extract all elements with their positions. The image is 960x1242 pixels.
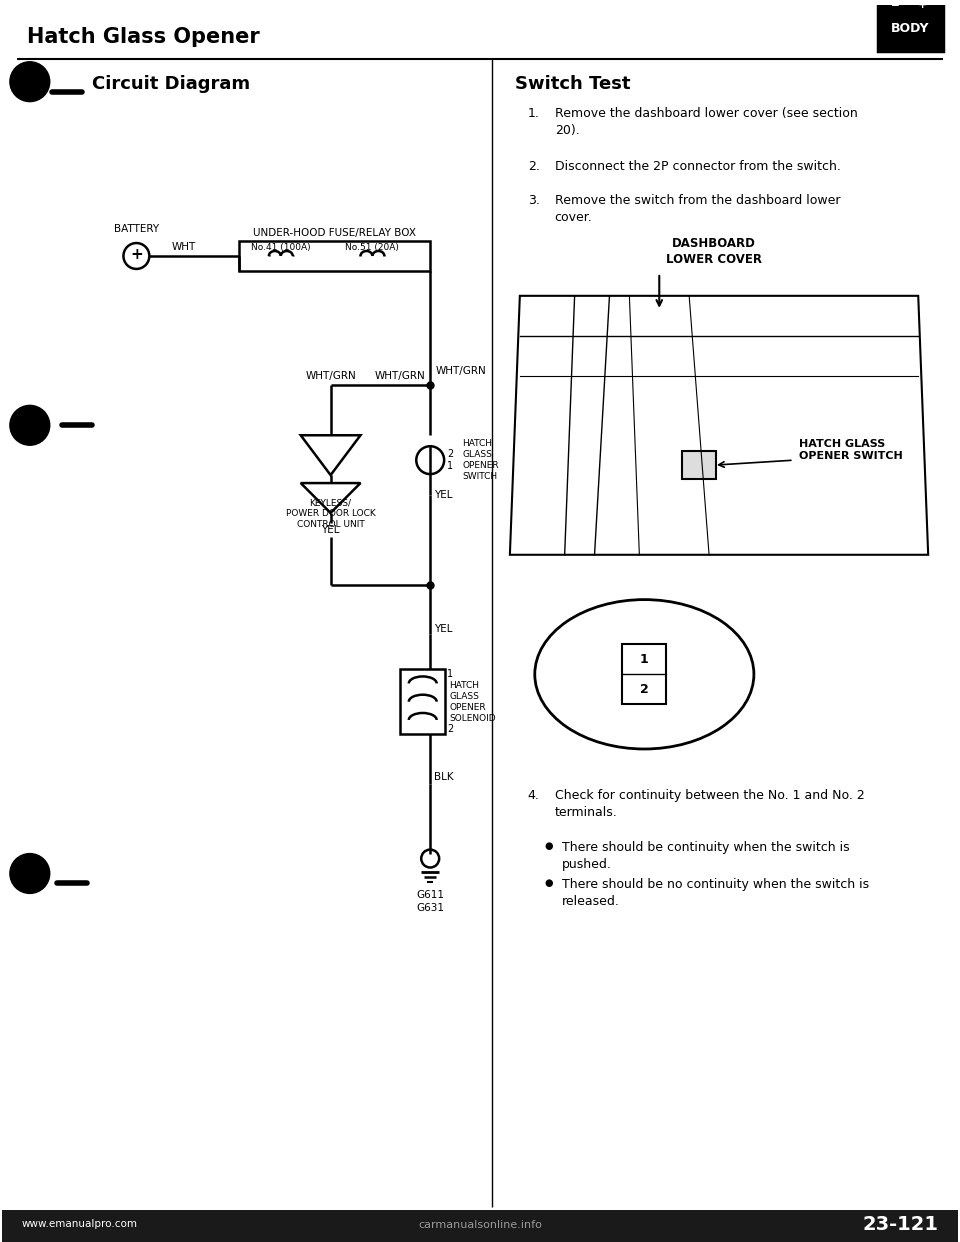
Text: 3.: 3. <box>528 194 540 207</box>
Text: 2: 2 <box>447 450 453 460</box>
Text: 1.: 1. <box>528 107 540 119</box>
Text: Remove the switch from the dashboard lower
cover.: Remove the switch from the dashboard low… <box>555 194 840 225</box>
Text: www.emanualpro.com: www.emanualpro.com <box>22 1220 138 1230</box>
Bar <box>622 645 666 704</box>
Circle shape <box>10 405 50 445</box>
Bar <box>916 1 928 9</box>
Text: Check for continuity between the No. 1 and No. 2
terminals.: Check for continuity between the No. 1 a… <box>555 789 864 818</box>
Text: No.51 (20A): No.51 (20A) <box>346 243 399 252</box>
Text: YEL: YEL <box>434 491 453 501</box>
Text: G611
G631: G611 G631 <box>417 891 444 913</box>
Text: +: + <box>918 0 926 10</box>
Bar <box>239 241 430 271</box>
Text: BATTERY: BATTERY <box>114 224 159 233</box>
Bar <box>878 5 943 51</box>
Text: 2.: 2. <box>528 160 540 174</box>
Text: Hatch Glass Opener: Hatch Glass Opener <box>27 27 259 47</box>
Text: There should be continuity when the switch is
pushed.: There should be continuity when the swit… <box>562 841 850 871</box>
Text: KEYLESS/
POWER DOOR LOCK
CONTROL UNIT: KEYLESS/ POWER DOOR LOCK CONTROL UNIT <box>286 498 375 529</box>
Text: No.41 (100A): No.41 (100A) <box>251 243 311 252</box>
Text: 1: 1 <box>447 669 453 679</box>
Circle shape <box>10 853 50 893</box>
Text: 23-121: 23-121 <box>862 1215 938 1233</box>
Text: BLK: BLK <box>434 771 454 782</box>
Text: 2: 2 <box>640 683 649 696</box>
Text: 4.: 4. <box>528 789 540 802</box>
Text: 1: 1 <box>640 653 649 666</box>
Bar <box>888 1 900 9</box>
Text: YEL: YEL <box>322 525 340 535</box>
Text: Disconnect the 2P connector from the switch.: Disconnect the 2P connector from the swi… <box>555 160 841 174</box>
Text: WHT: WHT <box>172 242 197 252</box>
Text: There should be no continuity when the switch is
released.: There should be no continuity when the s… <box>562 878 869 908</box>
Text: DASHBOARD
LOWER COVER: DASHBOARD LOWER COVER <box>666 237 762 266</box>
Text: Remove the dashboard lower cover (see section
20).: Remove the dashboard lower cover (see se… <box>555 107 857 137</box>
Text: HATCH
GLASS
OPENER
SWITCH: HATCH GLASS OPENER SWITCH <box>462 438 498 482</box>
Text: Circuit Diagram: Circuit Diagram <box>91 75 250 93</box>
Bar <box>400 669 445 734</box>
Text: +: + <box>130 247 143 262</box>
Text: HATCH
GLASS
OPENER
SOLENOID: HATCH GLASS OPENER SOLENOID <box>449 681 495 723</box>
Text: BODY: BODY <box>891 22 929 36</box>
Bar <box>2 1210 958 1242</box>
Text: 2: 2 <box>447 724 453 734</box>
Circle shape <box>10 62 50 102</box>
Text: UNDER-HOOD FUSE/RELAY BOX: UNDER-HOOD FUSE/RELAY BOX <box>253 229 416 238</box>
Text: WHT/GRN: WHT/GRN <box>305 371 356 381</box>
Text: carmanualsonline.info: carmanualsonline.info <box>418 1220 542 1230</box>
Text: WHT/GRN: WHT/GRN <box>374 371 425 381</box>
Text: Switch Test: Switch Test <box>515 75 631 93</box>
Text: HATCH GLASS
OPENER SWITCH: HATCH GLASS OPENER SWITCH <box>799 438 902 461</box>
Text: ●: ● <box>544 878 553 888</box>
Text: ●: ● <box>544 841 553 851</box>
Text: YEL: YEL <box>434 625 453 635</box>
Text: WHT/GRN: WHT/GRN <box>435 365 486 375</box>
Text: ─: ─ <box>891 0 898 10</box>
Text: 1: 1 <box>447 461 453 471</box>
FancyBboxPatch shape <box>683 451 716 479</box>
